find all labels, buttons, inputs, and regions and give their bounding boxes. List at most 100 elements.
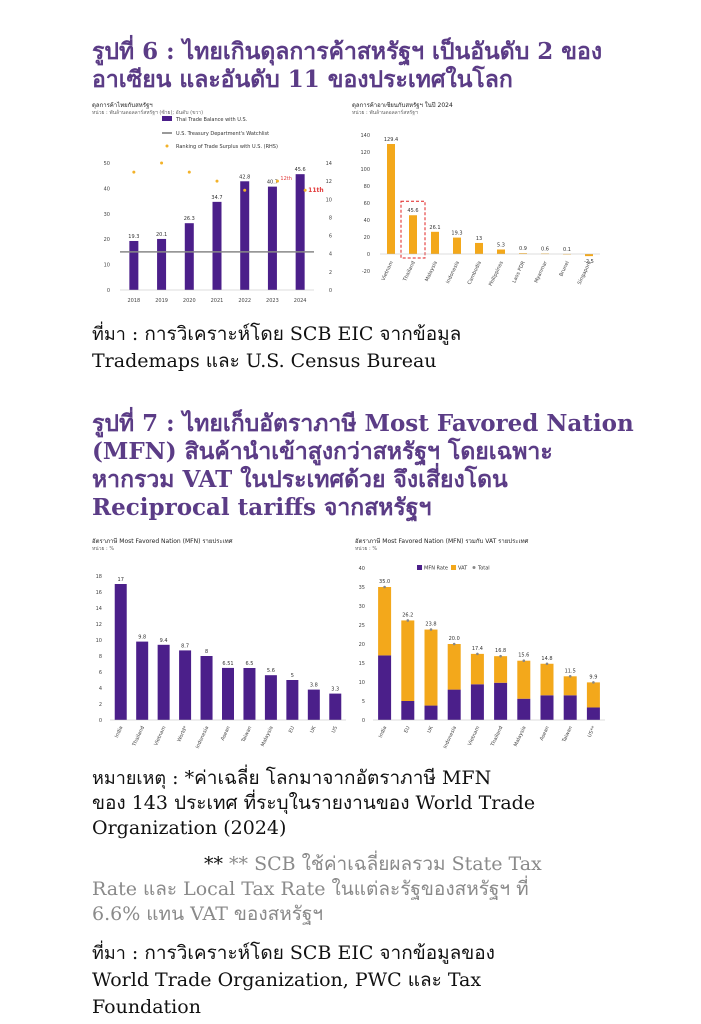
y-tick-label: 4	[99, 686, 102, 692]
notes-source-line3: Foundation	[92, 996, 201, 1018]
bar-mfn	[517, 698, 531, 720]
x-tick-label: Malaysia	[424, 260, 439, 282]
ranking-point	[187, 170, 191, 174]
notes-block: หมายเหตุ : *ค่าเฉลี่ย โลกมาจากอัตราภาษี …	[92, 766, 612, 841]
x-tick-label: Myanmar	[533, 259, 549, 284]
chart1-subtitle: หน่วย : พันล้านดอลลาร์สหรัฐฯ (ซ้าย); อัน…	[92, 110, 204, 116]
y-tick-label: 0	[362, 718, 365, 724]
total-point	[476, 652, 479, 656]
y-tick-label: 10	[104, 263, 110, 269]
y-tick-label: 8	[99, 654, 102, 660]
bar-value-label: 26.1	[429, 225, 440, 231]
figure7-title-line4: Reciprocal tariffs จากสหรัฐฯ	[92, 494, 432, 521]
bar	[129, 240, 139, 290]
bar	[431, 231, 439, 254]
bar-value-label: -2.5	[584, 259, 594, 265]
figure7-title-line2: (MFN) สินค้านำเข้าสูงกว่าสหรัฐฯ โดยเฉพาะ	[92, 438, 553, 465]
total-point	[592, 681, 595, 684]
ranking-point	[243, 188, 247, 192]
bar	[157, 238, 167, 290]
total-label: 15.6	[518, 653, 529, 659]
rank-label-2023: 12th	[280, 176, 292, 182]
x-tick-label: Vietnam	[381, 260, 395, 282]
y-tick-label: 20	[364, 235, 370, 241]
y-tick-label: 80	[364, 184, 370, 190]
legend-swatch-total	[472, 566, 476, 569]
bar-mfn	[470, 684, 484, 720]
total-label: 17.4	[472, 646, 483, 652]
chart2-svg: -20 0 20 40 60 80 100 120 140 129.4 Vietnam 45.6 Tha…	[360, 133, 600, 287]
x-tick-label: 2018	[127, 298, 140, 304]
x-tick-label: Vietnam	[153, 725, 167, 747]
x-tick-label: Asean	[220, 725, 232, 741]
bar	[264, 675, 277, 720]
y-tick-label: 2	[99, 702, 102, 708]
x-tick-label: Malaysia	[260, 725, 275, 747]
y-tick-label: 10	[359, 680, 365, 686]
note-line2: ของ 143 ประเทศ ที่ระบุในรายงานของ World …	[92, 792, 536, 814]
bar	[179, 650, 192, 720]
notes-source-text: : การวิเคราะห์โดย SCB EIC จากข้อมูลของ	[131, 942, 495, 964]
x-tick-label: Thailand	[402, 260, 417, 283]
bar	[453, 237, 461, 254]
figure6-source-line2: Trademaps และ U.S. Census Bureau	[92, 350, 437, 372]
x-tick-label: Laos PDR	[511, 260, 527, 284]
mfn-rate-chart: อัตราภาษี Most Favored Nation (MFN) รายป…	[92, 536, 346, 758]
bar-vat	[470, 653, 484, 685]
y-tick-label: 25	[359, 623, 365, 629]
bar	[585, 254, 593, 257]
total-label: 11.5	[565, 668, 576, 674]
bar-value-label: 19.3	[128, 234, 139, 240]
x-tick-label: UK	[309, 725, 318, 734]
x-tick-label: India	[114, 725, 125, 739]
bar	[387, 144, 395, 254]
rank-label-2024: 11th	[308, 187, 324, 194]
y-tick-label: 40	[364, 218, 370, 224]
x-tick-label: 2022	[238, 298, 251, 304]
x-tick-label: US**	[587, 725, 598, 739]
figure6-title-line1: รูปที่ 6 : ไทยเกินดุลการค้าสหรัฐฯ เป็นอั…	[92, 38, 603, 65]
note-line3: Organization (2024)	[92, 817, 287, 839]
chart3-subtitle: หน่วย : %	[92, 546, 115, 552]
bar-vat	[378, 587, 392, 656]
bar-value-label: 34.7	[211, 195, 222, 201]
y2-tick-label: 6	[329, 234, 332, 240]
y2-tick-label: 8	[329, 215, 332, 221]
bar-value-label: 17	[118, 577, 124, 583]
bar	[243, 668, 256, 720]
y-tick-label: 12	[96, 622, 102, 628]
highlight-box	[400, 200, 426, 259]
x-tick-label: Vietnam	[467, 725, 481, 747]
notes-source-line1: ที่มา : การวิเคราะห์โดย SCB EIC จากข้อมู…	[92, 940, 495, 967]
bar-vat	[424, 629, 438, 706]
total-label: 26.2	[402, 612, 413, 618]
y-tick-label: -20	[362, 269, 370, 275]
bar-value-label: 8	[205, 649, 208, 655]
bar	[136, 641, 149, 720]
chart4-title: อัตราภาษี Most Favored Nation (MFN) รวมก…	[355, 538, 529, 545]
chart1-svg: Thai Trade Balance with U.S. U.S. Treasur…	[104, 116, 332, 304]
ranking-point	[275, 179, 279, 183]
bar-value-label: 45.6	[407, 208, 418, 214]
y-tick-label: 120	[360, 150, 370, 156]
figure6-title-line2: อาเซียน และอันดับ 11 ของประเทศในโลก	[92, 66, 513, 93]
y-tick-label: 40	[359, 566, 365, 572]
bar-vat	[401, 620, 415, 701]
y-tick-label: 0	[99, 718, 102, 724]
bar-value-label: 9.4	[160, 638, 168, 644]
bar	[240, 181, 250, 290]
y-tick-label: 50	[104, 161, 110, 167]
ranking-point	[303, 188, 307, 192]
bar-value-label: 0.6	[541, 246, 549, 252]
bar	[497, 249, 505, 254]
x-tick-label: 2021	[211, 298, 224, 304]
total-label: 9.9	[589, 674, 597, 680]
x-tick-label: Taiwan	[561, 725, 574, 744]
y-tick-label: 0	[107, 288, 110, 294]
y-tick-label: 35	[359, 585, 365, 591]
total-point	[452, 642, 456, 646]
bar-value-label: 26.3	[184, 216, 195, 222]
total-point	[522, 659, 526, 663]
note-line1: หมายเหตุ : *ค่าเฉลี่ย โลกมาจากอัตราภาษี …	[92, 766, 612, 791]
notes-source-line2: World Trade Organization, PWC และ Tax	[92, 969, 482, 991]
